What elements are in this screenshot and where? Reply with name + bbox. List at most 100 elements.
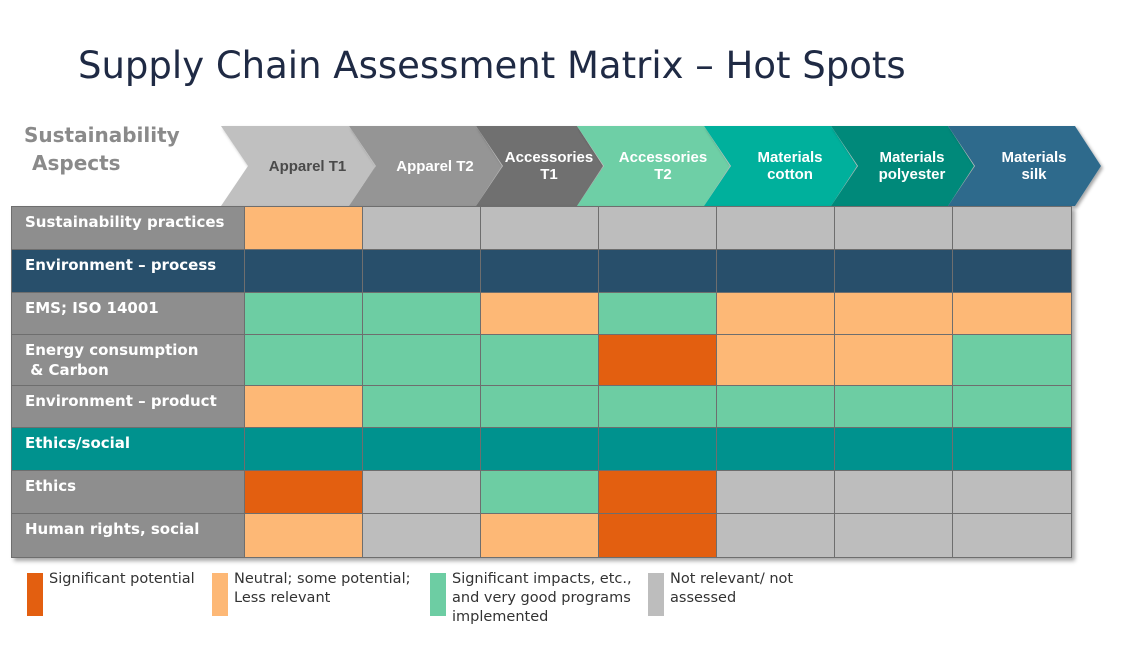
matrix-cell xyxy=(362,427,481,471)
matrix-cell xyxy=(952,334,1072,386)
matrix-cell xyxy=(244,334,363,386)
assessment-matrix: Sustainability practices Environment – pr… xyxy=(11,206,1072,558)
matrix-cell xyxy=(716,385,835,428)
legend-swatch xyxy=(648,573,664,616)
matrix-cell xyxy=(598,427,717,471)
matrix-cell xyxy=(716,470,835,514)
column-header-chevrons xyxy=(221,126,1101,206)
matrix-row: Human rights, social xyxy=(11,513,1072,558)
matrix-cell xyxy=(834,470,953,514)
matrix-cell xyxy=(834,385,953,428)
matrix-cell xyxy=(598,385,717,428)
row-label: Sustainability practices xyxy=(11,206,245,250)
matrix-cell xyxy=(834,249,953,293)
column-chevron-3 xyxy=(577,126,730,206)
matrix-cell xyxy=(598,206,717,250)
matrix-cell xyxy=(480,292,599,335)
matrix-cell xyxy=(362,513,481,558)
aspects-header: Sustainability Aspects xyxy=(24,121,214,177)
aspects-header-line-2: Aspects xyxy=(32,151,121,175)
column-chevron-2 xyxy=(476,126,603,206)
matrix-cell xyxy=(834,292,953,335)
matrix-cell xyxy=(716,427,835,471)
matrix-cell xyxy=(834,427,953,471)
matrix-row: Energy consumption & Carbon xyxy=(11,334,1072,386)
column-header-label: Materials silk xyxy=(1001,149,1067,183)
matrix-cell xyxy=(952,292,1072,335)
row-label: EMS; ISO 14001 xyxy=(11,292,245,335)
legend-swatch xyxy=(27,573,43,616)
matrix-cell xyxy=(362,385,481,428)
matrix-cell xyxy=(244,385,363,428)
column-header-label: Materials polyester xyxy=(878,149,946,183)
matrix-cell xyxy=(362,334,481,386)
matrix-cell xyxy=(716,206,835,250)
matrix-row: Environment – product xyxy=(11,385,1072,428)
matrix-cell xyxy=(834,206,953,250)
matrix-cell xyxy=(716,249,835,293)
matrix-cell xyxy=(480,427,599,471)
matrix-cell xyxy=(480,513,599,558)
matrix-cell xyxy=(834,334,953,386)
page-title: Supply Chain Assessment Matrix – Hot Spo… xyxy=(78,44,906,87)
column-header-label: Accessories T2 xyxy=(618,149,708,183)
column-chevron-5 xyxy=(831,126,974,206)
matrix-cell xyxy=(480,470,599,514)
matrix-cell xyxy=(952,206,1072,250)
matrix-cell xyxy=(480,385,599,428)
matrix-row: EMS; ISO 14001 xyxy=(11,292,1072,335)
matrix-cell xyxy=(244,292,363,335)
matrix-cell xyxy=(480,206,599,250)
column-chevron-6 xyxy=(948,126,1101,206)
matrix-cell xyxy=(598,292,717,335)
matrix-cell xyxy=(834,513,953,558)
matrix-cell xyxy=(244,513,363,558)
row-label: Energy consumption & Carbon xyxy=(11,334,245,386)
matrix-cell xyxy=(362,206,481,250)
legend-text: Significant impacts, etc., and very good… xyxy=(452,571,632,625)
row-label: Ethics xyxy=(11,470,245,514)
column-chevron-0 xyxy=(221,126,375,206)
matrix-cell xyxy=(716,292,835,335)
row-label: Ethics/social xyxy=(11,427,245,471)
legend-swatch xyxy=(212,573,228,616)
matrix-row: Ethics xyxy=(11,470,1072,514)
column-header-label: Apparel T1 xyxy=(268,157,347,175)
column-header-label: Materials cotton xyxy=(757,149,823,183)
matrix-cell xyxy=(362,292,481,335)
matrix-cell xyxy=(598,470,717,514)
section-row: Environment – process xyxy=(11,249,1072,293)
matrix-cell xyxy=(952,470,1072,514)
column-header-label: Apparel T2 xyxy=(396,157,474,175)
matrix-cell xyxy=(952,513,1072,558)
row-label: Environment – product xyxy=(11,385,245,428)
matrix-cell xyxy=(480,249,599,293)
matrix-cell xyxy=(598,334,717,386)
matrix-row: Sustainability practices xyxy=(11,206,1072,250)
matrix-cell xyxy=(952,249,1072,293)
matrix-cell xyxy=(598,513,717,558)
legend-swatch xyxy=(430,573,446,616)
matrix-cell xyxy=(244,249,363,293)
matrix-cell xyxy=(716,513,835,558)
matrix-cell xyxy=(244,427,363,471)
matrix-cell xyxy=(716,334,835,386)
matrix-cell xyxy=(952,385,1072,428)
matrix-cell xyxy=(952,427,1072,471)
legend-text: Not relevant/ not assessed xyxy=(670,571,794,606)
legend-text: Significant potential xyxy=(49,571,195,587)
aspects-header-line-1: Sustainability xyxy=(24,123,180,147)
matrix-cell xyxy=(598,249,717,293)
column-chevron-4 xyxy=(704,126,857,206)
row-label: Human rights, social xyxy=(11,513,245,558)
matrix-cell xyxy=(362,470,481,514)
column-header-label: Accessories T1 xyxy=(504,149,594,183)
section-row: Ethics/social xyxy=(11,427,1072,471)
matrix-cell xyxy=(244,470,363,514)
matrix-cell xyxy=(244,206,363,250)
matrix-cell xyxy=(362,249,481,293)
row-label: Environment – process xyxy=(11,249,245,293)
column-chevron-1 xyxy=(349,126,502,206)
matrix-cell xyxy=(480,334,599,386)
legend-text: Neutral; some potential; Less relevant xyxy=(234,571,411,606)
